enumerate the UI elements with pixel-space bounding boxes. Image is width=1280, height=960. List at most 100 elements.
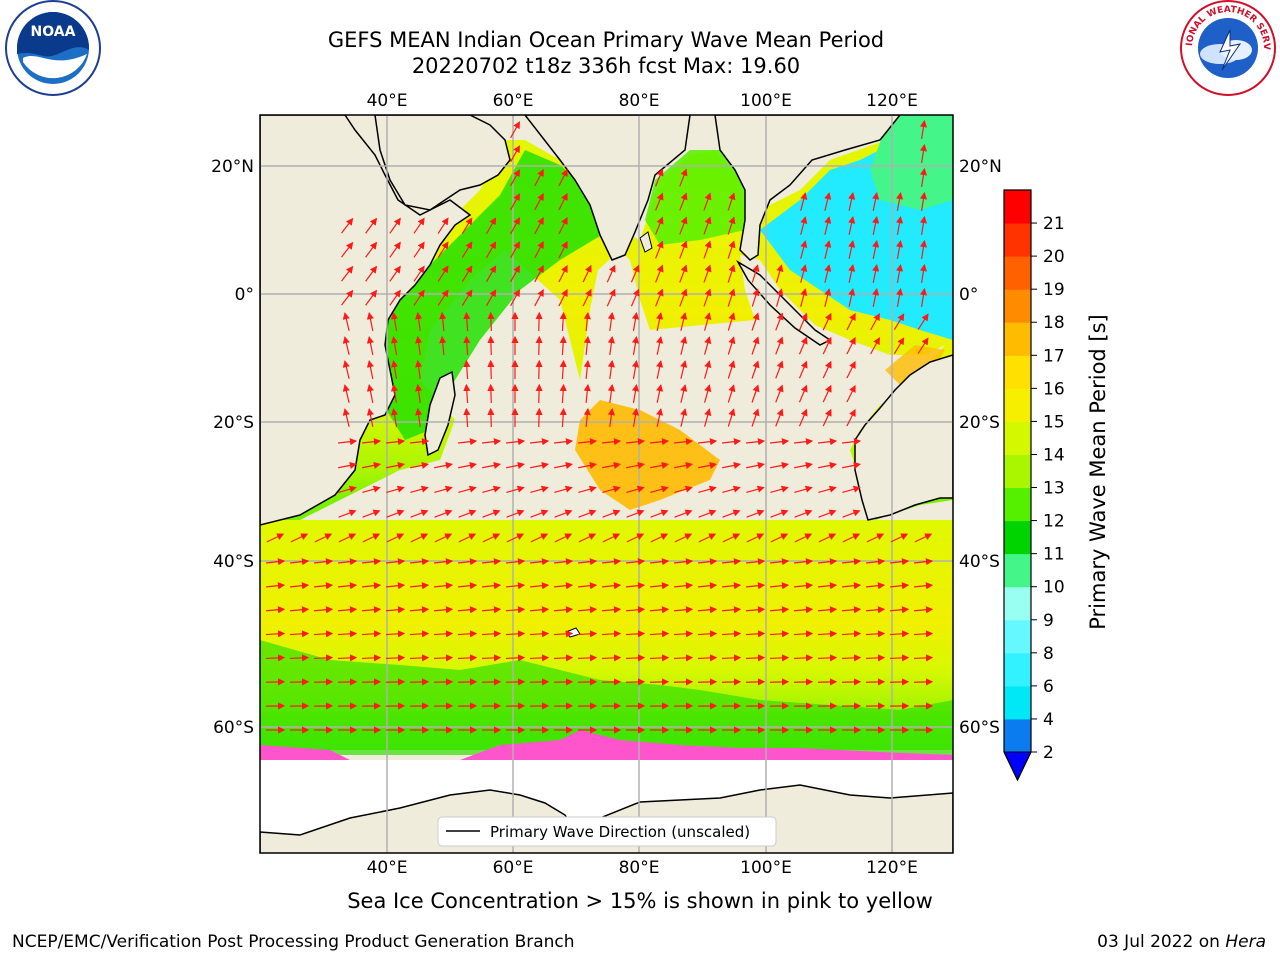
wave-direction-arrow: [846, 384, 856, 403]
wave-direction-arrow: [342, 360, 350, 379]
wave-direction-arrow: [313, 606, 334, 614]
lon-label-bottom-100e: 100°E: [740, 858, 792, 878]
wave-direction-arrow: [365, 241, 378, 258]
colorbar-tick-label: 14: [1043, 445, 1065, 465]
wave-direction-arrow: [461, 217, 473, 234]
wave-direction-arrow: [631, 407, 640, 427]
lat-label-right-0: 0°: [959, 285, 978, 305]
wave-direction-arrow: [439, 335, 447, 356]
orange-swell-core: [575, 400, 720, 510]
wave-direction-arrow: [770, 485, 789, 494]
wave-direction-arrow: [817, 558, 838, 566]
wave-direction-arrow: [704, 312, 712, 331]
wave-direction-arrow: [510, 121, 520, 139]
wave-direction-arrow: [578, 509, 597, 518]
arabia-land: [374, 115, 511, 211]
wave-direction-arrow: [818, 485, 837, 494]
legend-label: Primary Wave Direction (unscaled): [490, 823, 750, 841]
colorbar-tick-label: 6: [1043, 677, 1054, 697]
wave-direction-arrow: [751, 288, 760, 307]
wave-direction-arrow: [481, 438, 502, 446]
wave-direction-arrow: [457, 630, 478, 638]
wave-direction-arrow: [313, 678, 334, 686]
wave-direction-arrow: [625, 438, 646, 446]
wave-direction-arrow: [798, 336, 808, 355]
wave-direction-arrow: [769, 606, 790, 614]
wave-direction-arrow: [889, 558, 910, 566]
colorbar-tick-label: 13: [1043, 479, 1065, 499]
wave-direction-arrow: [793, 654, 814, 662]
lat-label-right-60s: 60°S: [959, 718, 1000, 738]
colorbar-label: Primary Wave Mean Period [s]: [1086, 314, 1110, 630]
wave-direction-arrow: [704, 408, 712, 427]
colorbar-tick-label: 16: [1043, 379, 1065, 399]
wave-direction-arrow: [625, 630, 646, 638]
wave-direction-arrow: [872, 191, 880, 211]
wave-direction-arrow: [606, 288, 616, 307]
lat-label-left-20s: 20°S: [213, 413, 254, 433]
wave-direction-arrow: [602, 509, 621, 518]
wave-direction-arrow: [265, 606, 286, 614]
wave-direction-arrow: [913, 630, 934, 638]
wave-direction-arrow: [650, 533, 669, 543]
wave-direction-arrow: [727, 384, 736, 403]
wave-direction-arrow: [409, 438, 430, 446]
wave-direction-arrow: [385, 654, 406, 662]
national-weather-service-logo: NATIONAL WEATHER SERVICE: [1178, 0, 1276, 96]
india-land: [524, 115, 691, 261]
colorbar-bin: [1004, 520, 1031, 555]
wave-direction-arrow: [889, 582, 910, 590]
wave-direction-arrow: [817, 654, 838, 662]
wave-direction-arrow: [385, 438, 406, 446]
wave-direction-arrow: [722, 509, 741, 518]
wave-direction-arrow: [506, 485, 525, 494]
wave-direction-arrow: [485, 241, 497, 259]
wave-direction-arrow: [745, 654, 766, 662]
wave-direction-arrow: [745, 630, 766, 638]
sri-lanka-land: [639, 231, 653, 253]
wave-direction-arrow: [510, 289, 520, 307]
wave-direction-arrow: [673, 654, 694, 662]
wave-direction-arrow: [265, 558, 286, 566]
wave-direction-arrow: [461, 289, 473, 306]
svg-text:NOAA: NOAA: [31, 24, 76, 40]
wave-direction-arrow: [822, 312, 832, 331]
wave-direction-arrow: [482, 485, 501, 494]
wave-direction-arrow: [487, 311, 495, 332]
wave-direction-arrow: [481, 558, 502, 566]
wave-direction-arrow: [313, 630, 334, 638]
wave-direction-arrow: [337, 654, 358, 662]
colorbar-tick-label: 8: [1043, 644, 1054, 664]
wave-direction-arrow: [415, 311, 423, 331]
wave-direction-arrow: [841, 678, 862, 686]
wave-direction-arrow: [721, 654, 742, 662]
wave-direction-arrow: [510, 217, 520, 235]
wave-direction-arrow: [889, 678, 910, 686]
wave-direction-arrow: [865, 558, 886, 566]
wave-direction-arrow: [913, 678, 934, 686]
wave-direction-arrow: [727, 336, 736, 355]
wave-direction-arrow: [337, 438, 358, 446]
wave-direction-arrow: [703, 240, 712, 259]
wave-direction-arrow: [722, 485, 741, 494]
colorbar-bin: [1004, 487, 1031, 522]
lon-label-top-120e: 120°E: [866, 91, 918, 111]
wave-direction-arrow: [366, 384, 374, 403]
wave-direction-arrow: [824, 288, 832, 307]
wave-direction-arrow: [800, 240, 808, 259]
lat-label-left-0: 0°: [235, 285, 254, 305]
wave-direction-arrow: [289, 558, 310, 566]
wave-direction-arrow: [437, 289, 449, 306]
wave-direction-arrow: [673, 582, 694, 590]
wave-direction-arrow: [601, 606, 622, 614]
wave-direction-arrow: [872, 239, 880, 259]
wave-direction-arrow: [631, 311, 640, 331]
wave-direction-arrow: [848, 216, 856, 235]
wave-direction-arrow: [721, 438, 742, 446]
wave-direction-arrow: [289, 630, 310, 638]
wave-direction-arrow: [919, 191, 928, 211]
wave-direction-arrow: [680, 408, 688, 427]
wave-direction-arrow: [697, 438, 718, 446]
wave-direction-arrow: [583, 407, 591, 428]
